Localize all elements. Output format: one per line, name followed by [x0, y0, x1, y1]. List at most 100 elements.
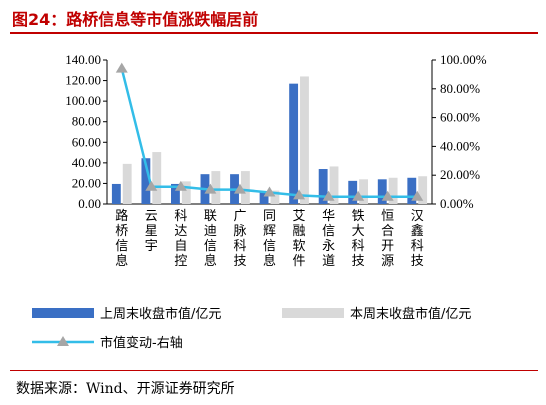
- left-tick-label: 100.00: [65, 93, 101, 108]
- category-label-char: 科: [411, 239, 424, 254]
- category-label-char: 开: [381, 239, 394, 254]
- change-marker: [204, 183, 217, 194]
- change-marker: [411, 190, 424, 201]
- category-label-char: 恒: [381, 209, 394, 224]
- legend-label-last-week: 上周末收盘市值/亿元: [100, 306, 221, 322]
- bar-this-week: [122, 163, 132, 204]
- bar-last-week: [141, 158, 151, 204]
- bar-this-week: [329, 166, 339, 204]
- category-label-char: 路: [115, 208, 128, 224]
- change-marker: [293, 189, 306, 200]
- category-label-char: 汉: [411, 209, 424, 224]
- category-label-char: 息: [263, 253, 276, 269]
- category-label-char: 件: [293, 254, 306, 269]
- change-marker: [352, 190, 365, 201]
- category-label-char: 息: [115, 253, 128, 269]
- category-label-char: 大: [352, 224, 365, 239]
- category-label-char: 鑫: [411, 223, 424, 239]
- category-label-char: 控: [174, 254, 187, 269]
- bar-this-week: [388, 177, 398, 204]
- figure-title: 图24：路桥信息等市值涨跌幅居前: [12, 10, 259, 29]
- category-label-char: 科: [174, 209, 187, 224]
- bar-this-week: [152, 152, 162, 204]
- category-label-char: 永: [322, 239, 335, 254]
- legend-swatch-last-week: [32, 308, 94, 318]
- bar-this-week: [418, 176, 428, 204]
- legend-label-change: 市值变动-右轴: [100, 335, 183, 351]
- bar-last-week: [407, 177, 417, 204]
- bottom-divider: [10, 370, 538, 371]
- change-line: [120, 68, 418, 199]
- bar-last-week: [111, 183, 121, 204]
- left-tick-label: 0.00: [78, 196, 101, 211]
- category-label-char: 联: [204, 209, 217, 224]
- change-marker: [115, 62, 128, 73]
- legend-label-this-week: 本周末收盘市值/亿元: [350, 306, 471, 322]
- bar-last-week: [259, 191, 269, 204]
- change-marker: [233, 183, 246, 194]
- category-label-char: 桥: [115, 224, 128, 239]
- bar-this-week: [211, 171, 221, 204]
- right-tick-label: 0.00%: [440, 196, 474, 211]
- bar-line-chart: 0.00 20.00 40.00 60.00 80.00 100.00 120.00 140.…: [32, 52, 487, 351]
- category-label-char: 融: [293, 224, 306, 239]
- category-label-char: 源: [381, 254, 394, 269]
- change-marker: [174, 180, 187, 191]
- category-label-char: 脉: [233, 224, 246, 239]
- left-tick-label: 40.00: [72, 155, 101, 170]
- category-label-char: 软: [293, 239, 306, 254]
- bar-last-week: [348, 180, 358, 204]
- category-label-char: 合: [381, 224, 394, 239]
- category-label-char: 自: [174, 239, 187, 254]
- bar-last-week: [289, 83, 299, 204]
- bar-this-week: [181, 181, 191, 204]
- right-tick-label: 60.00%: [440, 110, 480, 125]
- category-label-char: 科: [233, 239, 246, 254]
- category-label-char: 技: [352, 254, 365, 269]
- title-divider: [10, 32, 538, 34]
- left-tick-label: 120.00: [65, 73, 101, 88]
- category-label-char: 科: [352, 239, 365, 254]
- legend-marker-change: [57, 336, 69, 346]
- category-label-char: 信: [263, 239, 276, 254]
- left-tick-label: 60.00: [72, 134, 101, 149]
- left-tick-label: 140.00: [65, 52, 101, 67]
- change-marker: [263, 186, 276, 197]
- category-label-char: 信: [204, 239, 217, 254]
- bar-last-week: [171, 183, 180, 204]
- category-label-char: 技: [411, 254, 424, 269]
- category-label-char: 达: [174, 224, 187, 239]
- category-label-char: 息: [204, 253, 217, 269]
- right-tick-label: 80.00%: [440, 81, 480, 96]
- bar-this-week: [359, 179, 368, 204]
- category-label-char: 迪: [204, 224, 217, 239]
- right-tick-label: 20.00%: [440, 167, 480, 182]
- bar-this-week: [240, 171, 250, 204]
- bar-last-week: [318, 169, 328, 204]
- category-label-char: 铁: [352, 209, 365, 224]
- category-label-char: 信: [115, 239, 128, 254]
- category-label-char: 广: [233, 209, 246, 224]
- left-tick-label: 20.00: [72, 175, 101, 190]
- source-note: 数据来源：Wind、开源证券研究所: [16, 381, 235, 397]
- left-tick-label: 80.00: [72, 114, 101, 129]
- category-label-char: 星: [145, 224, 158, 239]
- change-marker: [322, 190, 335, 201]
- category-label-char: 宇: [145, 239, 158, 254]
- bar-last-week: [377, 179, 387, 204]
- legend-swatch-this-week: [282, 308, 344, 318]
- change-marker: [145, 180, 158, 191]
- category-label-char: 云: [145, 209, 158, 224]
- category-label-char: 华: [322, 209, 335, 224]
- category-label-char: 同: [263, 209, 276, 224]
- category-label-char: 信: [322, 224, 335, 239]
- change-marker: [381, 190, 394, 201]
- category-label-char: 艾: [293, 209, 306, 224]
- right-tick-label: 100.00%: [440, 52, 487, 67]
- category-label-char: 道: [322, 254, 335, 269]
- bar-this-week: [270, 190, 280, 204]
- bar-this-week: [300, 76, 309, 204]
- category-label-char: 辉: [263, 224, 276, 239]
- right-tick-label: 40.00%: [440, 138, 480, 153]
- category-label-char: 技: [233, 254, 246, 269]
